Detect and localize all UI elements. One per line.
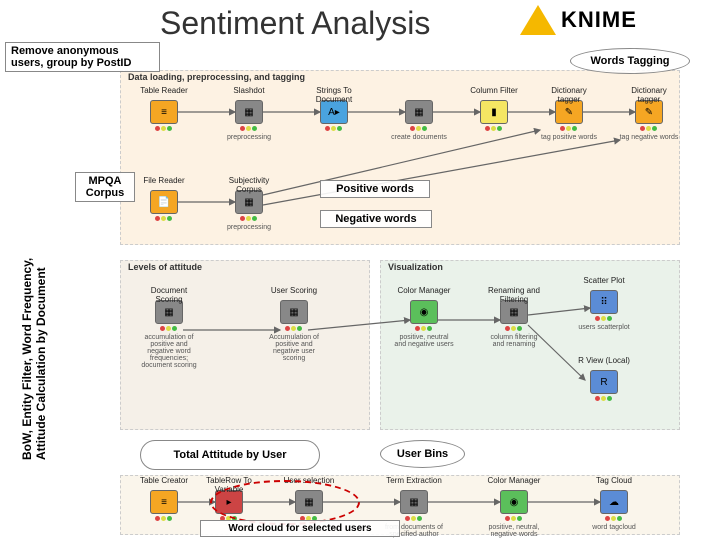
node-sublabel: Accumulation of positive and negative us…	[264, 334, 324, 362]
node-rview[interactable]: R	[590, 370, 618, 394]
node-label: Table Reader	[134, 86, 194, 95]
node-label: Table Creator	[134, 476, 194, 485]
highlight-ellipse	[210, 480, 360, 525]
callout-word-cloud: Word cloud for selected users	[200, 520, 400, 537]
node-file-reader[interactable]: 📄	[150, 190, 178, 214]
node-sublabel: column filtering and renaming	[484, 334, 544, 348]
callout-mpqa: MPQA Corpus	[75, 172, 135, 202]
node-sublabel: create documents	[389, 134, 449, 141]
node-label: Dictionary tagger	[619, 86, 679, 104]
callout-user-bins: User Bins	[380, 440, 465, 468]
callout-negative: Negative words	[320, 210, 432, 228]
node-tag-cloud[interactable]: ☁	[600, 490, 628, 514]
node-label: Document Scoring	[139, 286, 199, 304]
node-sublabel: tag negative words	[619, 134, 679, 141]
node-status-icon	[155, 126, 173, 131]
section-top-label: Data loading, preprocessing, and tagging	[128, 72, 305, 82]
logo-text: KNIME	[561, 7, 637, 33]
node-color-mgr2[interactable]: ◉	[500, 490, 528, 514]
callout-remove: Remove anonymous users, group by PostID	[5, 42, 160, 72]
node-sublabel: positive, neutral and negative users	[394, 334, 454, 348]
node-sublabel: positive, neutral, negative words	[484, 524, 544, 538]
node-status-icon	[485, 126, 503, 131]
node-status-icon	[155, 216, 173, 221]
node-label: Color Manager	[484, 476, 544, 485]
node-status-icon	[640, 126, 658, 131]
callout-positive: Positive words	[320, 180, 430, 198]
node-label: User Scoring	[264, 286, 324, 295]
node-label: Subjectivity Corpus	[219, 176, 279, 194]
node-slashdot[interactable]: ▦	[235, 100, 263, 124]
node-label: Renaming and Filtering	[484, 286, 544, 304]
node-sublabel: accumulation of positive and negative wo…	[139, 334, 199, 369]
node-label: Color Manager	[394, 286, 454, 295]
knime-logo: KNIME	[520, 5, 637, 35]
node-status-icon	[595, 396, 613, 401]
node-status-icon	[595, 316, 613, 321]
node-scatter[interactable]: ⠿	[590, 290, 618, 314]
node-create-docs[interactable]: ▦	[405, 100, 433, 124]
node-status-icon	[560, 126, 578, 131]
node-label: Tag Cloud	[584, 476, 644, 485]
node-status-icon	[505, 516, 523, 521]
page-title: Sentiment Analysis	[160, 5, 430, 42]
node-user-scoring[interactable]: ▦	[280, 300, 308, 324]
callout-total-attitude: Total Attitude by User	[140, 440, 320, 470]
node-label: Term Extraction	[384, 476, 444, 485]
section-levels-label: Levels of attitude	[128, 262, 202, 272]
node-sublabel: users scatterplot	[574, 324, 634, 331]
node-status-icon	[325, 126, 343, 131]
node-label: Dictionary tagger	[539, 86, 599, 104]
node-table-reader[interactable]: ≡	[150, 100, 178, 124]
callout-vertical: BoW, Entity Filter, Word Frequency, Atti…	[20, 230, 48, 460]
logo-triangle-icon	[520, 5, 556, 35]
callout-words-tagging: Words Tagging	[570, 48, 690, 74]
section-viz-label: Visualization	[388, 262, 443, 272]
node-status-icon	[160, 326, 178, 331]
node-color-mgr[interactable]: ◉	[410, 300, 438, 324]
node-status-icon	[605, 516, 623, 521]
node-status-icon	[155, 516, 173, 521]
node-table-creator[interactable]: ≡	[150, 490, 178, 514]
node-status-icon	[240, 126, 258, 131]
node-sublabel: tag positive words	[539, 134, 599, 141]
node-label: File Reader	[134, 176, 194, 185]
node-sublabel: preprocessing	[219, 134, 279, 141]
node-status-icon	[505, 326, 523, 331]
node-col-filter[interactable]: ▮	[480, 100, 508, 124]
node-term-ext[interactable]: ▦	[400, 490, 428, 514]
node-status-icon	[410, 126, 428, 131]
node-status-icon	[405, 516, 423, 521]
node-label: Scatter Plot	[574, 276, 634, 285]
node-status-icon	[240, 216, 258, 221]
node-status-icon	[285, 326, 303, 331]
node-label: R View (Local)	[574, 356, 634, 365]
node-status-icon	[415, 326, 433, 331]
node-label: Column Filter	[464, 86, 524, 95]
node-sublabel: word tagcloud	[584, 524, 644, 531]
node-label: Strings To Document	[304, 86, 364, 104]
node-label: Slashdot	[219, 86, 279, 95]
node-sublabel: preprocessing	[219, 224, 279, 231]
